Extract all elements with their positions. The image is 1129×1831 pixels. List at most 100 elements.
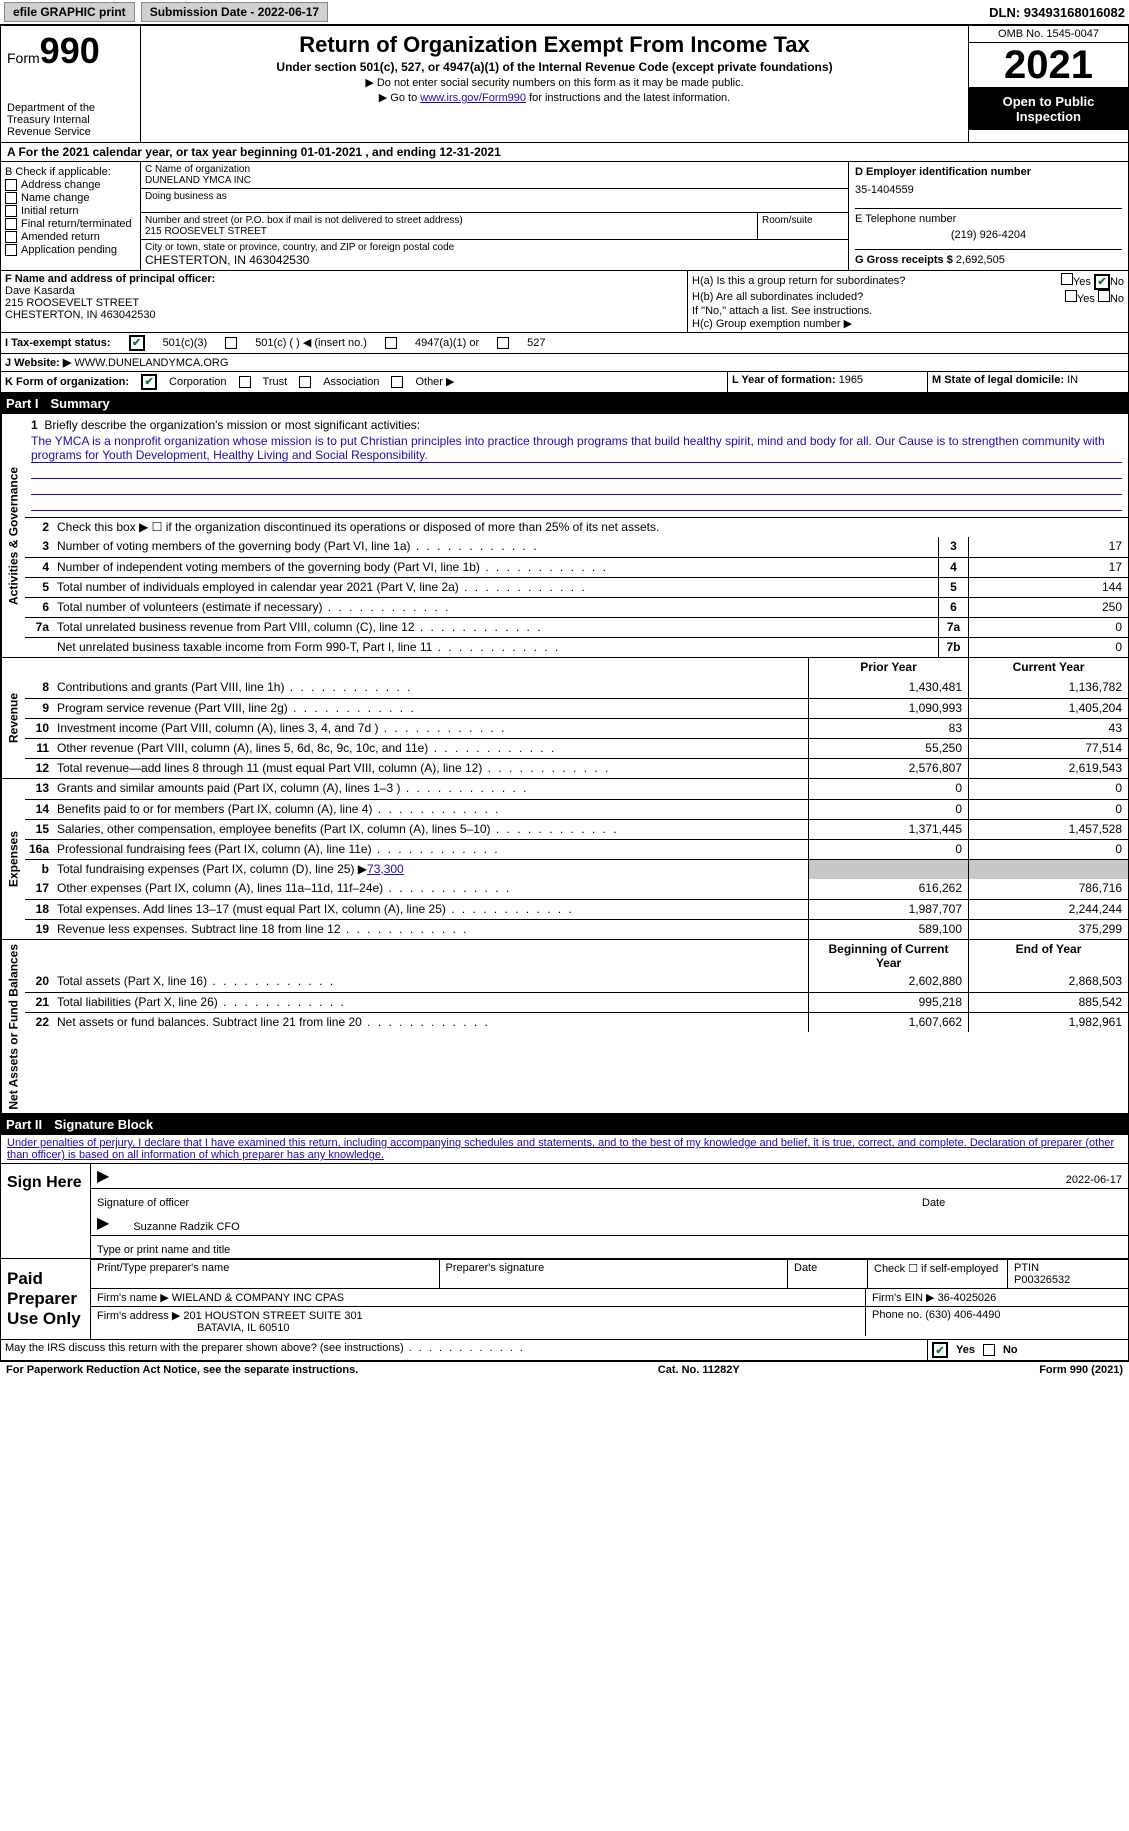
firm-address: Firm's address ▶ 201 HOUSTON STREET SUIT… [91, 1307, 866, 1336]
name-title-label: Type or print name and title [97, 1244, 230, 1256]
sign-here-block: Sign Here ▶ 2022-06-17 Signature of offi… [0, 1164, 1129, 1259]
chk-name[interactable] [5, 192, 17, 204]
note-ssn: ▶ Do not enter social security numbers o… [149, 76, 960, 89]
topbar: efile GRAPHIC print Submission Date - 20… [0, 0, 1129, 25]
prep-name-hdr: Print/Type preparer's name [91, 1260, 440, 1288]
summary-line: 6Total number of volunteers (estimate if… [25, 597, 1128, 617]
summary-line: 11Other revenue (Part VIII, column (A), … [25, 738, 1128, 758]
omb-number: OMB No. 1545-0047 [969, 26, 1128, 43]
chk-corp[interactable]: ✔ [141, 374, 157, 390]
chk-address[interactable] [5, 179, 17, 191]
chk-final[interactable] [5, 218, 17, 230]
submission-date-button[interactable]: Submission Date - 2022-06-17 [141, 2, 328, 22]
block-f: F Name and address of principal officer:… [1, 271, 688, 332]
chk-527[interactable] [497, 337, 509, 349]
gross-receipts: G Gross receipts $ 2,692,505 [855, 254, 1122, 266]
header-right: OMB No. 1545-0047 2021 Open to Public In… [968, 26, 1128, 142]
section-ag: Activities & Governance 1 Briefly descri… [0, 414, 1129, 658]
l-label: L Year of formation: [732, 374, 836, 386]
sig-officer-label: Signature of officer [97, 1197, 902, 1209]
block-c: C Name of organization DUNELAND YMCA INC… [141, 162, 848, 270]
row-klm: K Form of organization: ✔Corporation Tru… [0, 372, 1129, 393]
discuss-no[interactable] [983, 1344, 995, 1356]
form-header: Form990 Department of the Treasury Inter… [0, 25, 1129, 143]
summary-line: 18Total expenses. Add lines 13–17 (must … [25, 899, 1128, 919]
form-subtitle: Under section 501(c), 527, or 4947(a)(1)… [149, 60, 960, 74]
header-left: Form990 Department of the Treasury Inter… [1, 26, 141, 142]
chk-501c3[interactable]: ✔ [129, 335, 145, 351]
form-number: Form990 [7, 30, 134, 72]
part2-label: Part II [6, 1117, 42, 1132]
firm-phone: Phone no. (630) 406-4490 [866, 1307, 1128, 1336]
footer-mid: Cat. No. 11282Y [658, 1364, 740, 1376]
dept-label: Department of the Treasury Internal Reve… [7, 102, 134, 138]
sign-date: 2022-06-17 [1066, 1174, 1122, 1186]
ha-label: H(a) Is this a group return for subordin… [692, 275, 905, 287]
part2-title: Signature Block [54, 1117, 153, 1132]
section-a: A For the 2021 calendar year, or tax yea… [0, 143, 1129, 162]
org-name: DUNELAND YMCA INC [145, 175, 844, 186]
efile-print-button[interactable]: efile GRAPHIC print [4, 2, 135, 22]
ein-value: 35-1404559 [855, 184, 1122, 196]
paid-preparer-label: Paid Preparer Use Only [1, 1259, 91, 1339]
discuss-yes[interactable]: ✔ [932, 1342, 948, 1358]
perjury-statement: Under penalties of perjury, I declare th… [0, 1135, 1129, 1164]
prep-sig-hdr: Preparer's signature [440, 1260, 789, 1288]
header-mid: Return of Organization Exempt From Incom… [141, 26, 968, 142]
dln-label: DLN: 93493168016082 [989, 5, 1125, 20]
vlabel-rev: Revenue [1, 658, 25, 778]
row-bcde: B Check if applicable: Address change Na… [0, 162, 1129, 271]
summary-line: 7aTotal unrelated business revenue from … [25, 617, 1128, 637]
prep-selfemp: Check ☐ if self-employed [868, 1260, 1008, 1288]
chk-pending[interactable] [5, 244, 17, 256]
line-2: Check this box ▶ ☐ if the organization d… [53, 518, 1128, 537]
chk-amended[interactable] [5, 231, 17, 243]
na-header: Beginning of Current Year End of Year [25, 940, 1128, 972]
tax-year: 2021 [969, 43, 1128, 88]
hb-yes[interactable] [1065, 290, 1077, 302]
chk-4947[interactable] [385, 337, 397, 349]
prep-ptin: PTINP00326532 [1008, 1260, 1128, 1288]
mission-text: The YMCA is a nonprofit organization who… [31, 434, 1122, 463]
summary-line: 16aProfessional fundraising fees (Part I… [25, 839, 1128, 859]
row-fh: F Name and address of principal officer:… [0, 271, 1129, 333]
state-domicile: IN [1067, 374, 1078, 386]
chk-assoc[interactable] [299, 376, 311, 388]
hb-no[interactable] [1098, 290, 1110, 302]
summary-line: 4Number of independent voting members of… [25, 557, 1128, 577]
perjury-link[interactable]: Under penalties of perjury, I declare th… [7, 1137, 1114, 1161]
arrow-icon: ▶ [97, 1213, 109, 1233]
h-note: If "No," attach a list. See instructions… [692, 305, 1124, 317]
irs-link[interactable]: www.irs.gov/Form990 [420, 92, 526, 104]
date-label: Date [922, 1197, 1122, 1209]
vlabel-na: Net Assets or Fund Balances [1, 940, 25, 1114]
chk-trust[interactable] [239, 376, 251, 388]
dba-label: Doing business as [145, 191, 844, 202]
form-title: Return of Organization Exempt From Incom… [149, 32, 960, 58]
section-expenses: Expenses 13Grants and similar amounts pa… [0, 779, 1129, 940]
fundraising-link[interactable]: 73,300 [367, 862, 404, 876]
section-netassets: Net Assets or Fund Balances Beginning of… [0, 940, 1129, 1115]
room-label: Room/suite [762, 215, 844, 226]
revenue-header: Prior Year Current Year [25, 658, 1128, 678]
hc-label: H(c) Group exemption number ▶ [692, 317, 1124, 330]
summary-line: 8Contributions and grants (Part VIII, li… [25, 678, 1128, 698]
note-goto: ▶ Go to www.irs.gov/Form990 for instruct… [149, 91, 960, 104]
discuss-row: May the IRS discuss this return with the… [0, 1340, 1129, 1361]
arrow-icon: ▶ [97, 1166, 109, 1186]
chk-other[interactable] [391, 376, 403, 388]
summary-line: 15Salaries, other compensation, employee… [25, 819, 1128, 839]
ha-no[interactable]: ✔ [1094, 274, 1110, 290]
chk-initial[interactable] [5, 205, 17, 217]
b-label: B Check if applicable: [5, 166, 136, 178]
discuss-label: May the IRS discuss this return with the… [5, 1342, 525, 1354]
city-label: City or town, state or province, country… [145, 242, 844, 253]
summary-line: 12Total revenue—add lines 8 through 11 (… [25, 758, 1128, 778]
addr-label: Number and street (or P.O. box if mail i… [145, 215, 753, 226]
officer-addr1: 215 ROOSEVELT STREET [5, 297, 139, 309]
ha-yes[interactable] [1061, 273, 1073, 285]
prep-date-hdr: Date [788, 1260, 868, 1288]
chk-501c[interactable] [225, 337, 237, 349]
sign-here-label: Sign Here [1, 1164, 91, 1258]
summary-line: 13Grants and similar amounts paid (Part … [25, 779, 1128, 799]
